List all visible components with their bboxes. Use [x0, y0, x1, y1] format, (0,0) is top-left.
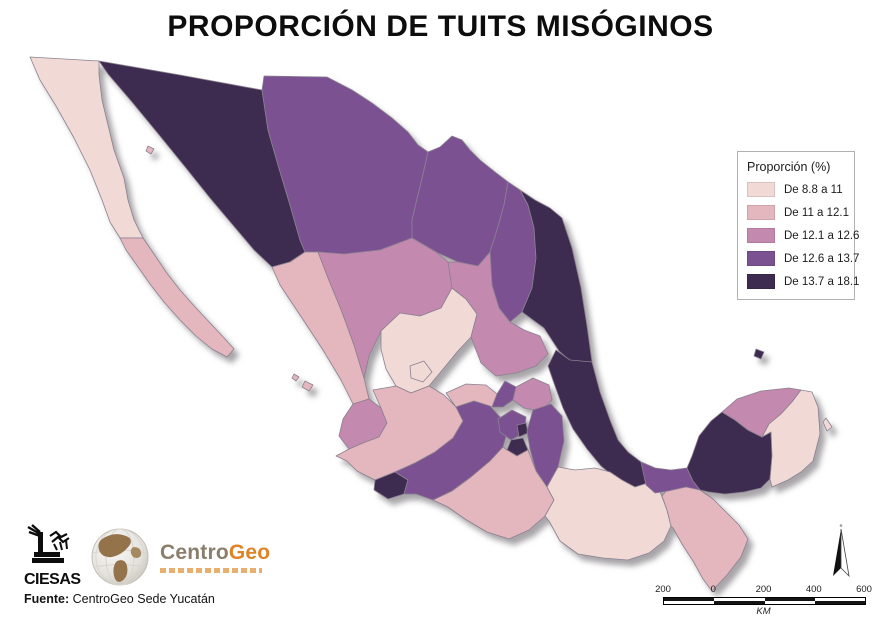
- legend-rows: De 8.8 a 11 De 11 a 12.1 De 12.1 a 12.6 De …: [747, 182, 859, 289]
- state-chiapas: [661, 485, 749, 592]
- legend-label: De 11 a 12.1: [784, 206, 850, 219]
- scale-label: 600: [856, 584, 872, 595]
- centrogeo-logo: CentroGeo: [90, 527, 270, 587]
- source-text: CentroGeo Sede Yucatán: [69, 592, 215, 606]
- scale-label: 200: [755, 584, 772, 595]
- scale-label: 200: [655, 584, 671, 595]
- source-note: Fuente: CentroGeo Sede Yucatán: [24, 592, 215, 606]
- state-baja-california: [29, 56, 144, 239]
- scale-label: 0: [710, 584, 716, 595]
- scale-bar: 200 0 200 400 600 KM: [655, 584, 872, 618]
- scale-bar-segments: [663, 597, 866, 605]
- mexico-landmass: [29, 56, 833, 592]
- legend-row: De 11 a 12.1: [747, 205, 849, 220]
- scale-unit-label: KM: [756, 606, 771, 617]
- legend-label: De 12.1 a 12.6: [784, 229, 860, 242]
- scale-label: 400: [805, 584, 822, 595]
- island-islas-marias: [291, 373, 314, 392]
- island-cozumel: [822, 417, 833, 432]
- legend-title: Proporción (%): [747, 160, 831, 174]
- legend-swatch: [747, 205, 775, 220]
- state-baja-california-sur: [119, 237, 235, 358]
- page-title: PROPORCIÓN DE TUITS MISÓGINOS: [167, 10, 714, 43]
- legend-label: De 12.6 a 13.7: [784, 252, 860, 265]
- centrogeo-word-centro: Centro: [160, 541, 229, 564]
- legend-swatch: [747, 274, 775, 289]
- ciesas-logo: CIESAS: [24, 524, 81, 589]
- state-san-luis-potosi: [447, 251, 549, 377]
- centrogeo-word-geo: Geo: [228, 541, 271, 564]
- legend-label: De 13.7 a 18.1: [784, 275, 860, 288]
- state-cdmx: [516, 422, 529, 438]
- centrogeo-tagline: [160, 568, 262, 573]
- island-gulf-islet: [145, 145, 155, 155]
- legend-swatch: [747, 182, 775, 197]
- legend-row: De 8.8 a 11: [747, 182, 845, 197]
- state-aguascalientes: [409, 360, 433, 383]
- state-zacatecas: [380, 287, 478, 394]
- legend-swatch: [747, 228, 775, 243]
- north-arrow-icon: [833, 524, 850, 578]
- globe-icon: [91, 528, 149, 586]
- ciesas-label: CIESAS: [24, 571, 81, 588]
- island-arrecife-alacranes: [753, 348, 765, 360]
- centrogeo-wordmark: CentroGeo: [160, 541, 270, 573]
- legend-label: De 8.8 a 11: [784, 183, 843, 196]
- legend-row: De 12.1 a 12.6: [747, 228, 859, 243]
- ciesas-glyph-icon: [27, 524, 70, 563]
- legend-row: De 13.7 a 18.1: [747, 274, 859, 289]
- map-legend: Proporción (%) De 8.8 a 11 De 11 a 12.1 De…: [737, 151, 859, 300]
- state-veracruz: [547, 349, 656, 488]
- source-label: Fuente:: [24, 592, 70, 606]
- legend-row: De 12.6 a 13.7: [747, 251, 859, 266]
- state-quintana-roo: [761, 389, 821, 488]
- legend-swatch: [747, 251, 775, 266]
